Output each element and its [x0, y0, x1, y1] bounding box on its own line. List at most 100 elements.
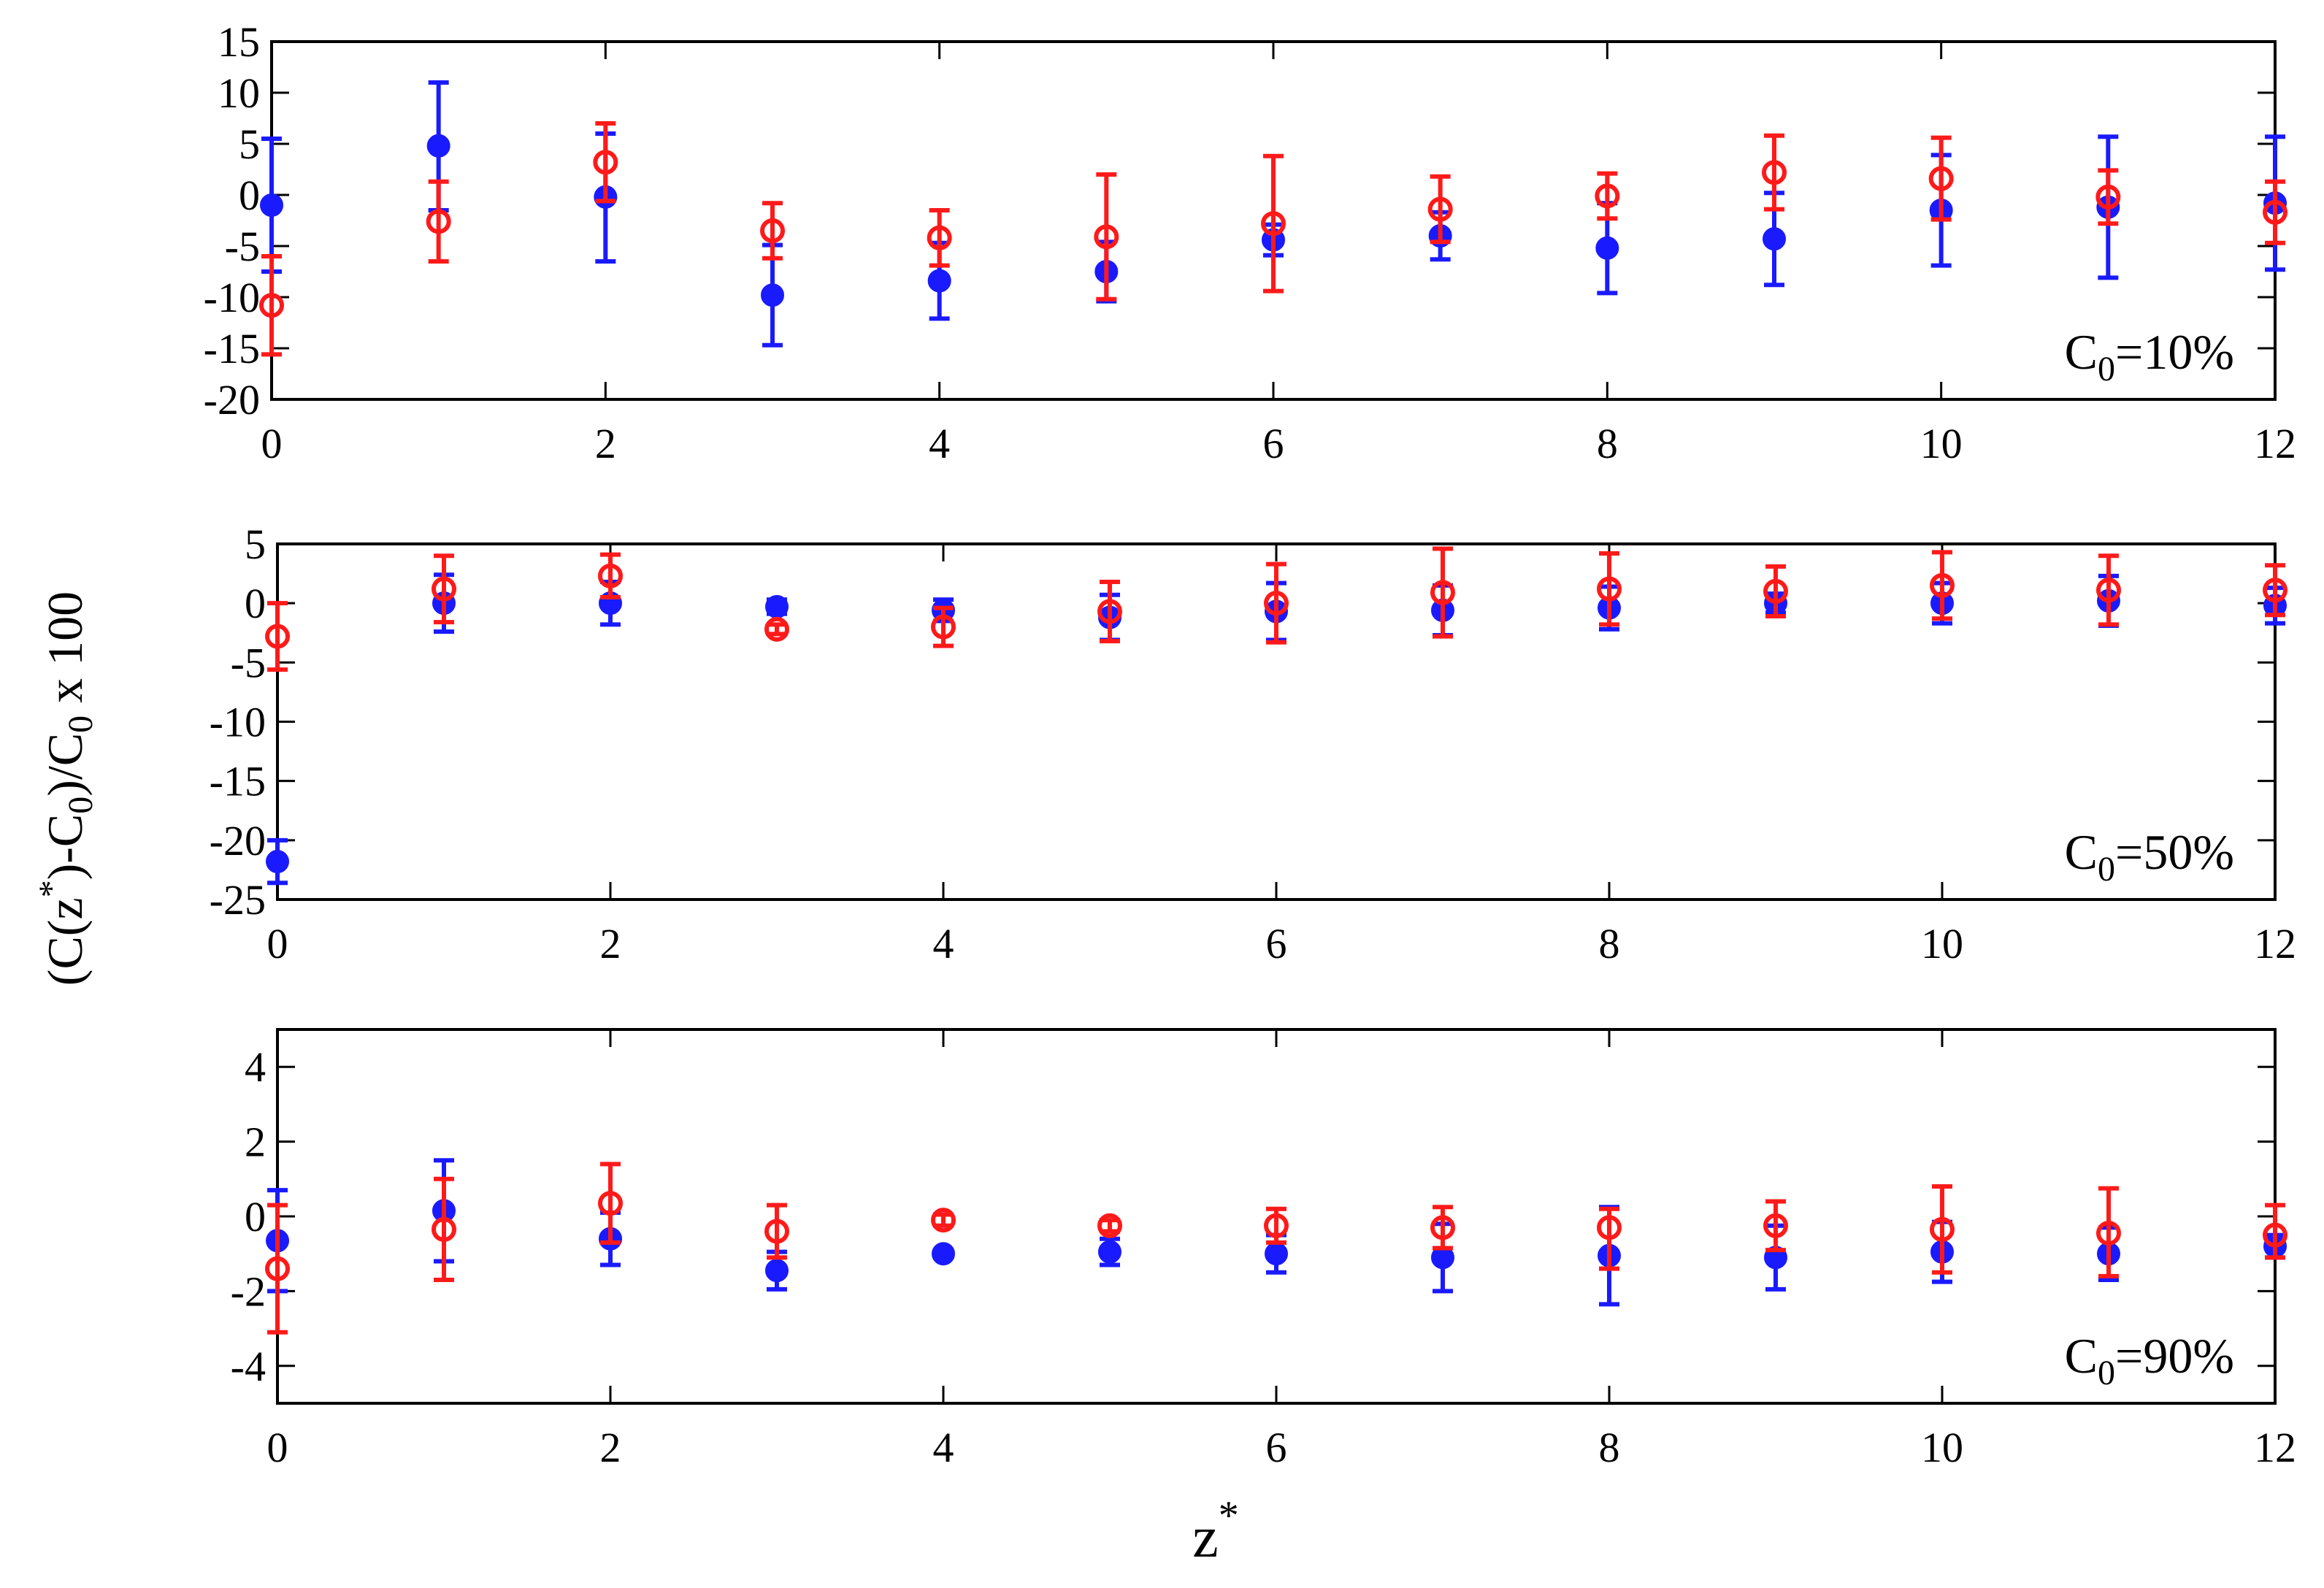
annotation-rest: =10% — [2115, 324, 2234, 380]
x-tick-label: 10 — [1921, 1424, 1963, 1471]
y-tick-label: -15 — [210, 758, 266, 805]
data-point — [1930, 1216, 1955, 1242]
error-bar — [1932, 1184, 1952, 1275]
y-label-post1: )/C — [37, 733, 93, 797]
y-tick-label: 4 — [245, 1043, 266, 1091]
data-point — [1097, 599, 1122, 624]
error-bar — [1096, 172, 1117, 302]
error-bar — [1263, 153, 1284, 294]
error-bar — [434, 1176, 454, 1283]
error-bar — [267, 601, 288, 672]
error-bar — [267, 1202, 288, 1335]
y-tick-label: 5 — [239, 120, 260, 168]
data-point — [764, 1219, 789, 1244]
error-bar — [2098, 1186, 2119, 1278]
x-label-sup: * — [1219, 1493, 1239, 1538]
data-point — [598, 1191, 623, 1216]
data-point — [259, 293, 284, 318]
y-tick-label: -5 — [231, 639, 266, 686]
error-bar — [261, 254, 282, 357]
x-tick-label: 0 — [261, 420, 283, 467]
data-point — [1595, 183, 1620, 209]
x-tick-label: 10 — [1921, 920, 1963, 967]
y-tick-label: -20 — [210, 817, 266, 864]
data-point — [932, 1242, 955, 1266]
y-tick-label: -5 — [225, 223, 260, 270]
error-bar — [1266, 561, 1286, 645]
data-point — [760, 218, 785, 243]
x-tick-label: 4 — [933, 920, 954, 967]
data-point — [927, 269, 951, 293]
data-point — [1098, 1240, 1121, 1264]
data-point — [1264, 1213, 1289, 1238]
y-tick-label: 10 — [218, 69, 260, 117]
data-point — [1930, 572, 1955, 598]
x-label-main: z — [1192, 1505, 1219, 1570]
panel-annotation: C0=10% — [2065, 324, 2234, 388]
annotation-sub: 0 — [2098, 1354, 2115, 1392]
data-point — [593, 150, 618, 175]
data-point — [765, 595, 789, 619]
y-label-sup: * — [32, 880, 71, 897]
error-bar — [600, 1162, 621, 1245]
data-point — [432, 1216, 456, 1242]
data-point — [1595, 236, 1619, 260]
x-tick-label: 8 — [1597, 420, 1618, 467]
data-point — [761, 283, 784, 307]
data-point — [1763, 227, 1786, 251]
data-point — [1928, 166, 1954, 191]
error-bar — [2265, 1202, 2285, 1260]
data-point — [598, 563, 623, 588]
x-tick-label: 6 — [1266, 920, 1287, 967]
error-bar — [1932, 550, 1952, 621]
series-open-circles — [259, 121, 2287, 357]
x-tick-label: 6 — [1266, 1424, 1287, 1471]
error-bar — [1765, 564, 1786, 619]
data-point — [265, 624, 290, 649]
annotation-main: C — [2065, 824, 2098, 880]
data-point — [265, 1256, 290, 1281]
x-tick-label: 12 — [2254, 420, 2296, 467]
data-point — [260, 193, 283, 217]
error-bar — [2098, 168, 2119, 226]
x-tick-label: 4 — [929, 420, 950, 467]
error-bar — [434, 553, 454, 625]
y-label-post2: x 100 — [37, 591, 93, 716]
error-bar — [1764, 133, 1784, 212]
data-point — [1597, 1215, 1622, 1240]
annotation-main: C — [2065, 324, 2098, 380]
data-point — [1763, 1213, 1788, 1238]
data-point — [1597, 576, 1622, 602]
x-tick-label: 12 — [2254, 920, 2296, 967]
error-bar — [762, 201, 783, 261]
series-open-circles — [265, 1162, 2287, 1335]
data-point — [1265, 1242, 1288, 1266]
x-tick-label: 0 — [267, 1424, 288, 1471]
x-tick-label: 8 — [1599, 920, 1620, 967]
annotation-main: C — [2065, 1328, 2098, 1384]
data-point — [1427, 196, 1453, 222]
y-label-pre: (C(z — [37, 897, 93, 986]
error-bar — [1765, 1199, 1786, 1253]
data-point — [764, 616, 789, 642]
x-tick-label: 2 — [595, 420, 616, 467]
error-bar — [1430, 174, 1451, 245]
y-tick-label: -15 — [204, 325, 260, 372]
x-tick-label: 8 — [1599, 1424, 1620, 1471]
annotation-sub: 0 — [2098, 850, 2115, 889]
data-point — [927, 225, 952, 250]
error-bar — [1100, 579, 1120, 644]
data-point — [1430, 1215, 1455, 1240]
y-tick-label: -4 — [231, 1343, 266, 1390]
x-tick-label: 2 — [600, 1424, 621, 1471]
data-point — [2263, 578, 2287, 603]
error-bar — [1597, 171, 1618, 221]
data-point — [426, 134, 450, 158]
data-point — [931, 1208, 956, 1233]
data-point — [1430, 580, 1455, 605]
error-bar — [933, 605, 954, 648]
annotation-rest: =90% — [2115, 1328, 2234, 1384]
